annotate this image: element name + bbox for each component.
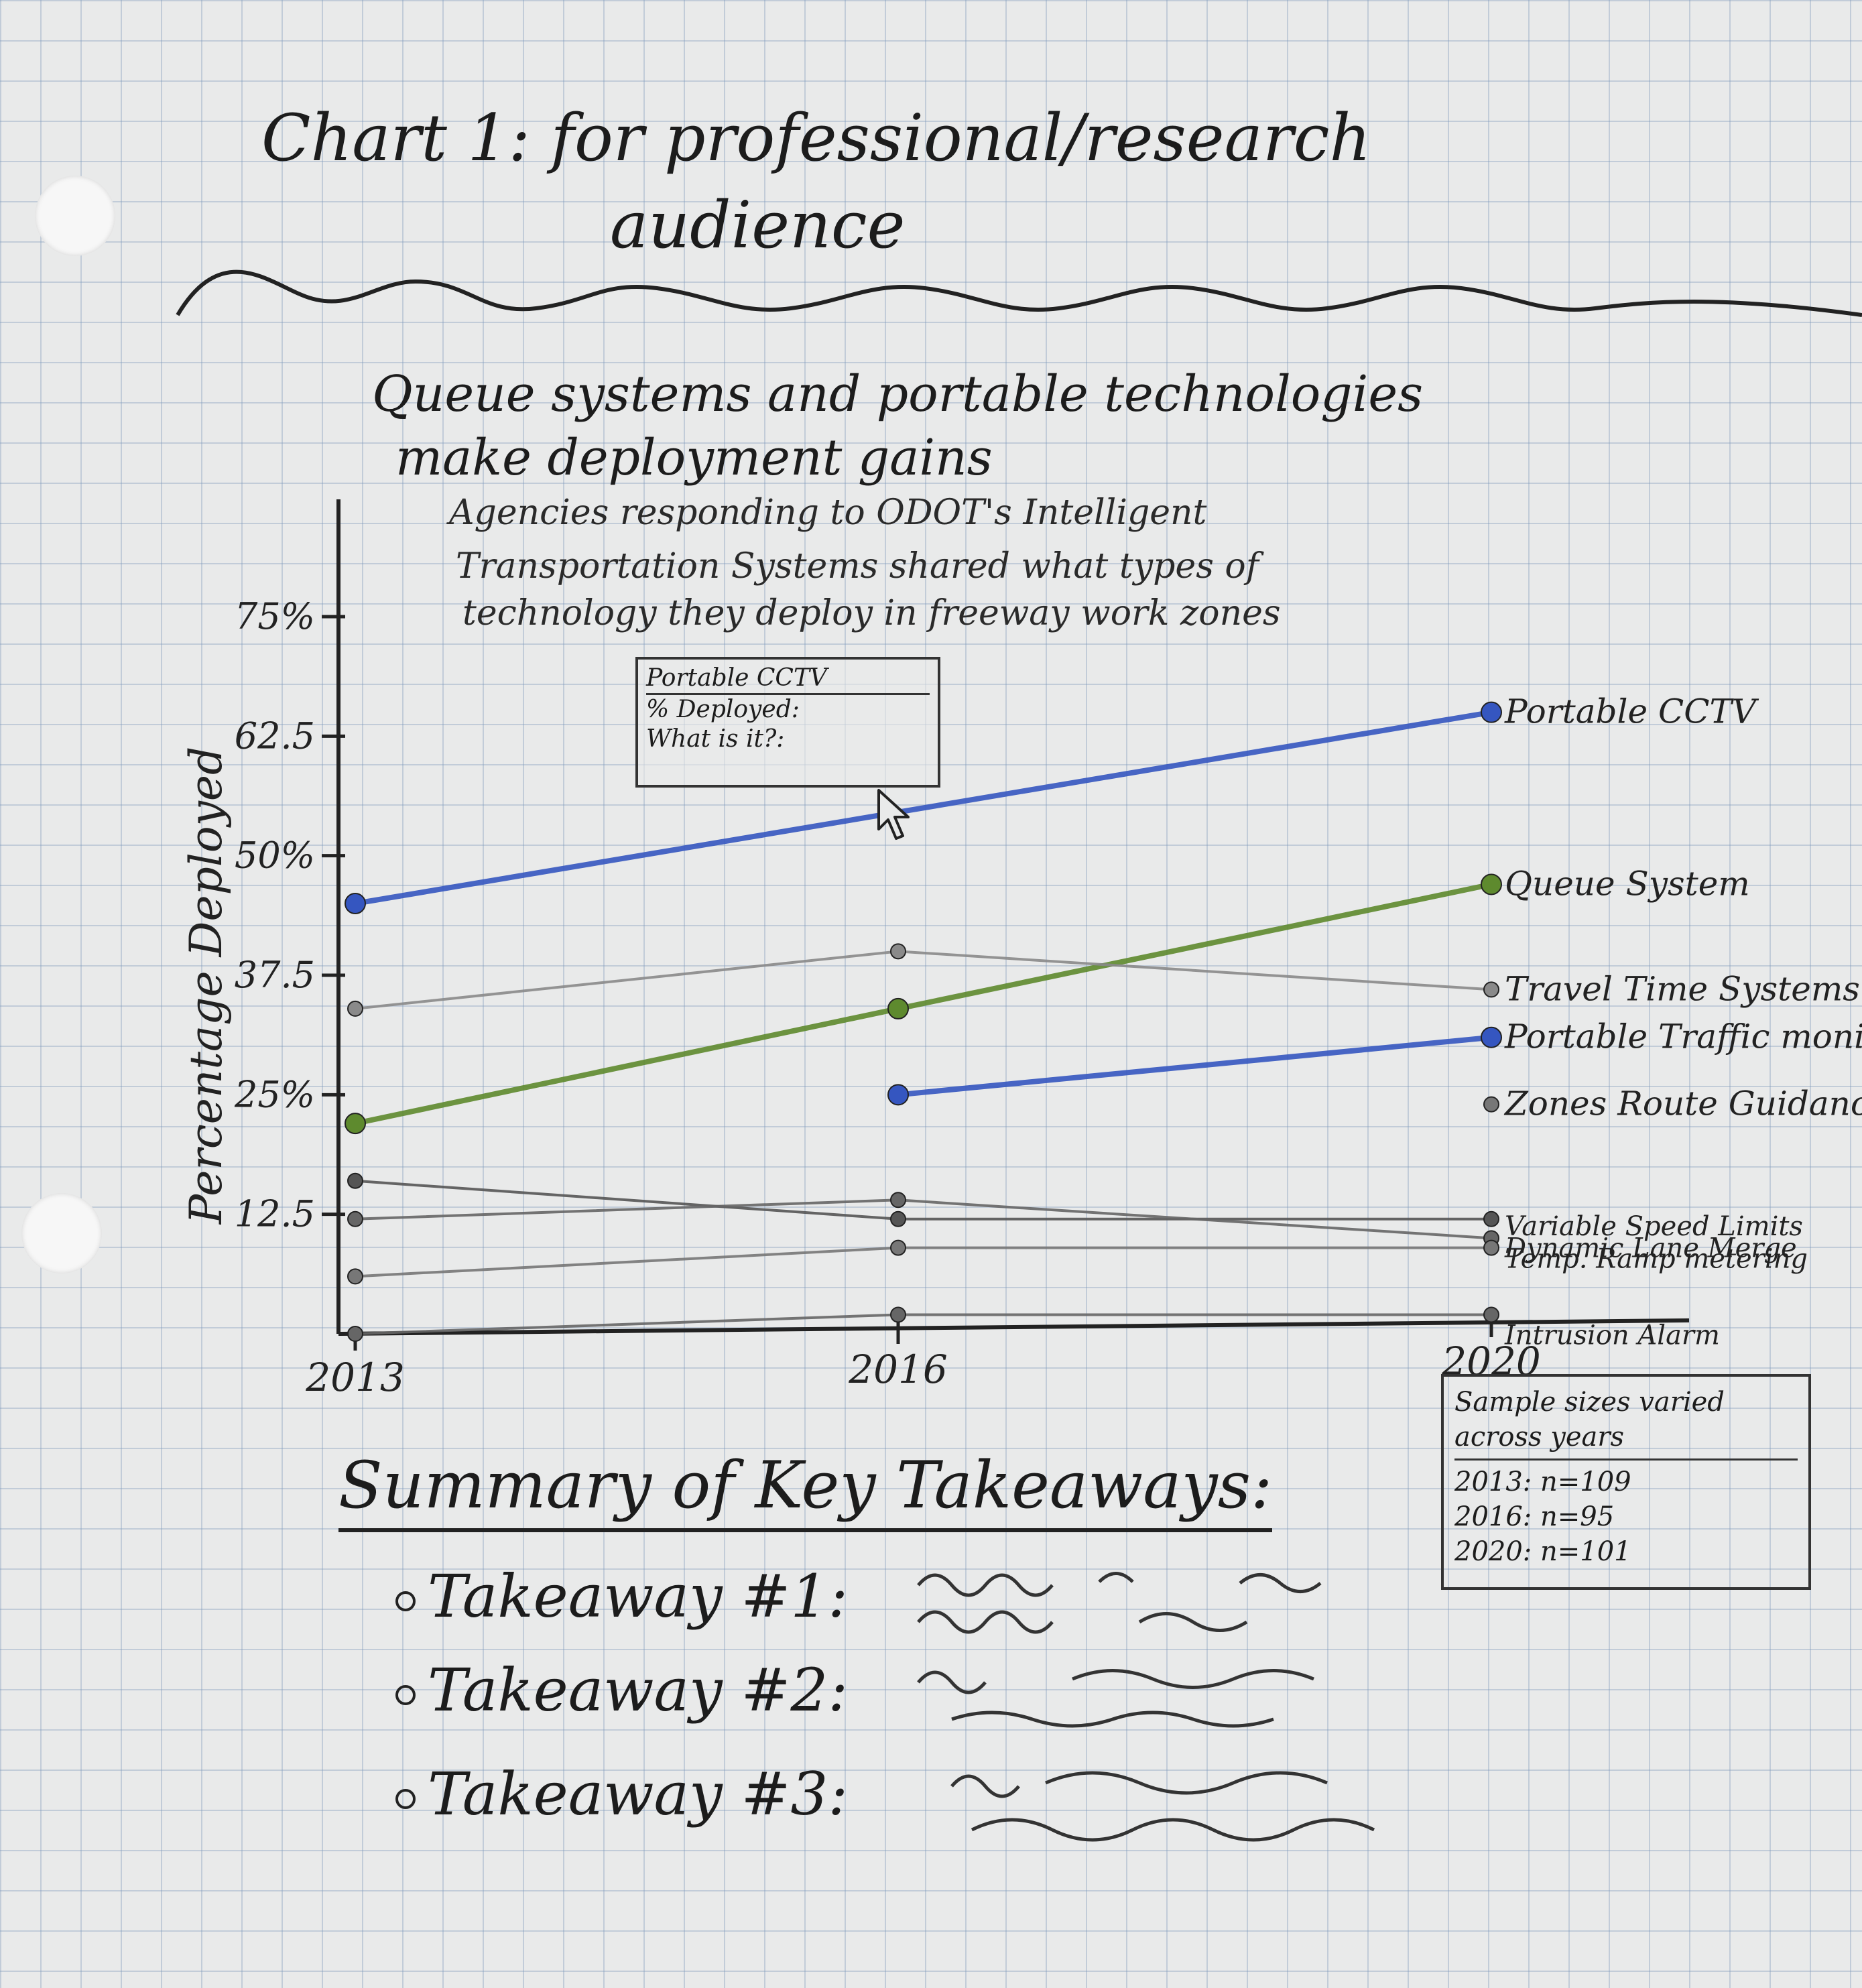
data-point [1481, 873, 1502, 895]
chart-subtitle-line-2: Transportation Systems shared what types… [456, 546, 1259, 586]
hover-tooltip: Portable CCTV % Deployed: What is it?: [635, 657, 940, 788]
data-point [887, 1084, 909, 1106]
sample-size-note: Sample sizes varied across years 2013: n… [1441, 1374, 1811, 1590]
note-row-2013: 2013: n=109 [1454, 1467, 1631, 1497]
tooltip-description-row: What is it?: [646, 725, 785, 753]
series-label: Travel Time Systems [1505, 969, 1860, 1008]
data-point [347, 1326, 363, 1342]
takeaway-label: Takeaway #3: [428, 1759, 849, 1828]
note-row-2020: 2020: n=101 [1454, 1536, 1631, 1567]
y-tick-label: 50% [235, 834, 315, 877]
data-point [1483, 1210, 1499, 1227]
series-label: Portable CCTV [1504, 692, 1759, 731]
mouse-cursor-icon [877, 789, 910, 840]
y-tick-label: 62.5 [235, 715, 315, 757]
data-point [890, 1306, 906, 1323]
series-label: Portable Traffic monitoring systems [1504, 1017, 1862, 1056]
data-point [1483, 1306, 1499, 1323]
data-point [347, 1172, 363, 1189]
note-title: Sample sizes varied across years [1454, 1385, 1798, 1461]
data-point [1483, 1239, 1499, 1256]
tooltip-percent-row: % Deployed: [646, 696, 800, 723]
summary-heading: Summary of Key Takeaways: [338, 1448, 1273, 1532]
x-tick-label: 2013 [305, 1355, 405, 1400]
chart-subtitle-line-1: Agencies responding to ODOT's Intelligen… [449, 493, 1207, 533]
binder-hole-bottom [21, 1193, 102, 1273]
y-tick-label: 37.5 [235, 954, 315, 996]
chart-subtitle-line-3: technology they deploy in freeway work z… [462, 593, 1281, 633]
takeaway-label: Takeaway #1: [428, 1562, 849, 1631]
note-row-2016: 2016: n=95 [1454, 1501, 1615, 1532]
x-tick-label: 2016 [848, 1347, 948, 1392]
series-line [353, 709, 1494, 906]
series-line [354, 1246, 1493, 1278]
bullet-icon [395, 1685, 416, 1706]
series-label: Queue System [1505, 864, 1750, 903]
series-label: Dynamic Lane Merge [1504, 1233, 1797, 1263]
binder-hole-top [35, 176, 115, 256]
page-title-line-2: audience [610, 188, 906, 263]
series-label: Temp. Ramp metering [1505, 1244, 1808, 1275]
takeaway-item-2: Takeaway #2: [395, 1656, 848, 1725]
data-point [890, 943, 906, 960]
chart-title: Queue systems and portable technologies [372, 365, 1424, 423]
series-label: Variable Speed Limits [1505, 1211, 1803, 1242]
bullet-icon [395, 1591, 416, 1612]
data-point [1483, 981, 1499, 998]
chart-title-line-2: make deployment gains [395, 429, 993, 487]
series-line [895, 1034, 1494, 1098]
data-point [890, 1239, 906, 1256]
data-point [887, 997, 909, 1019]
y-tick-label: 12.5 [235, 1193, 315, 1235]
takeaway-item-1: Takeaway #1: [395, 1562, 848, 1631]
data-point [1483, 1096, 1499, 1113]
data-point [345, 893, 366, 914]
x-axis [338, 1318, 1690, 1336]
series-label: Zones Route Guidance [1503, 1084, 1862, 1123]
tooltip-title: Portable CCTV [646, 664, 930, 695]
data-point [347, 1210, 363, 1227]
data-point [1481, 1026, 1502, 1048]
series-label: Intrusion Alarm [1504, 1320, 1720, 1351]
data-point [345, 1113, 366, 1135]
y-tick-label: 75% [235, 595, 315, 637]
series-line [354, 950, 1493, 1010]
data-point [890, 1210, 906, 1227]
y-axis-label: Percentage Deployed [180, 747, 232, 1225]
data-point [890, 1192, 906, 1208]
y-tick-label: 25% [234, 1073, 315, 1115]
takeaway-item-3: Takeaway #3: [395, 1759, 848, 1828]
data-point [1481, 701, 1502, 723]
takeaway-label: Takeaway #2: [428, 1656, 849, 1725]
bullet-icon [395, 1789, 416, 1810]
series-line [353, 881, 1494, 1127]
data-point [347, 1000, 363, 1017]
page-title: Chart 1: for professional/research [261, 101, 1371, 176]
data-point [347, 1268, 363, 1285]
